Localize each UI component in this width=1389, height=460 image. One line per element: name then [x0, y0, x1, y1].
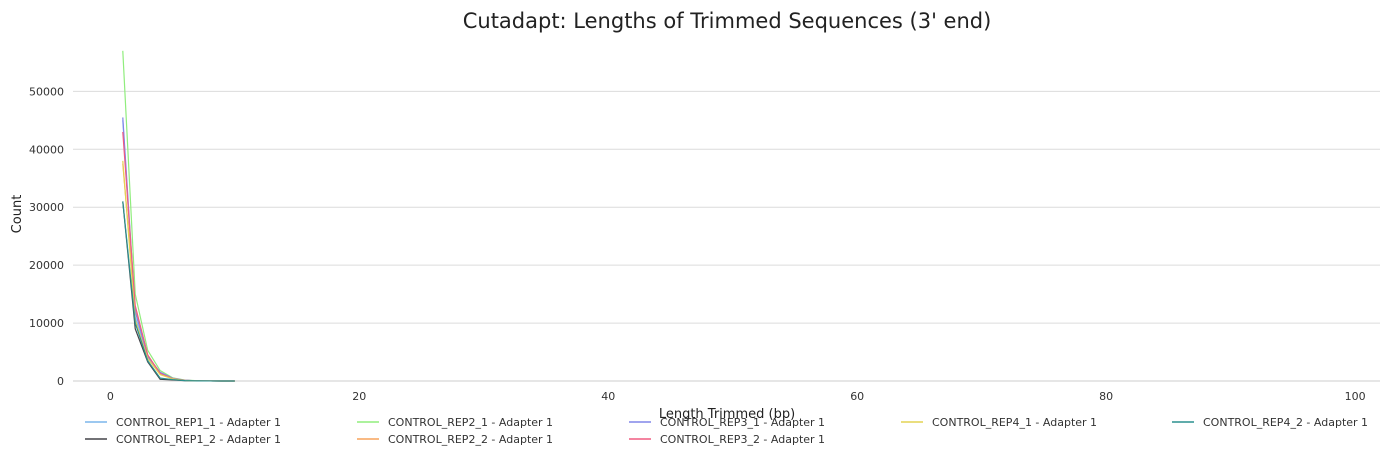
- legend-item[interactable]: CONTROL_REP3_2 - Adapter 1: [629, 433, 825, 446]
- legend-item[interactable]: CONTROL_REP1_2 - Adapter 1: [85, 433, 281, 446]
- legend-label: CONTROL_REP2_2 - Adapter 1: [388, 433, 553, 446]
- y-axis-label: Count: [10, 195, 25, 234]
- y-tick-label: 30000: [29, 201, 64, 214]
- gridlines: [73, 90, 1380, 324]
- series-line: [122, 163, 235, 382]
- legend-item[interactable]: CONTROL_REP2_2 - Adapter 1: [357, 433, 553, 446]
- y-tick-label: 10000: [29, 317, 64, 330]
- series-line: [122, 201, 235, 382]
- x-tick-label: 0: [107, 390, 114, 403]
- legend-label: CONTROL_REP3_2 - Adapter 1: [660, 433, 825, 446]
- legend-label: CONTROL_REP2_1 - Adapter 1: [388, 416, 553, 429]
- y-axis-ticks: 0 10000 20000 30000 40000 50000: [29, 85, 64, 388]
- series-lines: [122, 50, 235, 382]
- series-line: [122, 160, 235, 382]
- series-line: [122, 201, 235, 382]
- legend-label: CONTROL_REP4_2 - Adapter 1: [1203, 416, 1368, 429]
- x-tick-label: 100: [1345, 390, 1366, 403]
- x-axis-label: Length Trimmed (bp): [659, 407, 795, 422]
- legend-label: CONTROL_REP3_1 - Adapter 1: [660, 416, 825, 429]
- legend-item[interactable]: CONTROL_REP2_1 - Adapter 1: [357, 416, 553, 429]
- x-tick-label: 20: [352, 390, 366, 403]
- legend-label: CONTROL_REP1_1 - Adapter 1: [116, 416, 281, 429]
- legend-label: CONTROL_REP1_2 - Adapter 1: [116, 433, 281, 446]
- x-axis-ticks: 0 20 40 60 80 100: [107, 390, 1366, 403]
- legend-item[interactable]: CONTROL_REP3_1 - Adapter 1: [629, 416, 825, 429]
- x-tick-label: 40: [601, 390, 615, 403]
- legend-label: CONTROL_REP4_1 - Adapter 1: [932, 416, 1097, 429]
- legend: CONTROL_REP1_1 - Adapter 1 CONTROL_REP2_1…: [85, 416, 1368, 446]
- series-line: [122, 131, 235, 382]
- y-tick-label: 20000: [29, 259, 64, 272]
- legend-item[interactable]: CONTROL_REP4_1 - Adapter 1: [901, 416, 1097, 429]
- x-tick-label: 60: [850, 390, 864, 403]
- chart-title: Cutadapt: Lengths of Trimmed Sequences (…: [463, 9, 992, 33]
- y-tick-label: 0: [57, 375, 64, 388]
- y-tick-label: 40000: [29, 143, 64, 156]
- y-tick-label: 50000: [29, 85, 64, 98]
- legend-item[interactable]: CONTROL_REP1_1 - Adapter 1: [85, 416, 281, 429]
- legend-item[interactable]: CONTROL_REP4_2 - Adapter 1: [1172, 416, 1368, 429]
- x-tick-label: 80: [1099, 390, 1113, 403]
